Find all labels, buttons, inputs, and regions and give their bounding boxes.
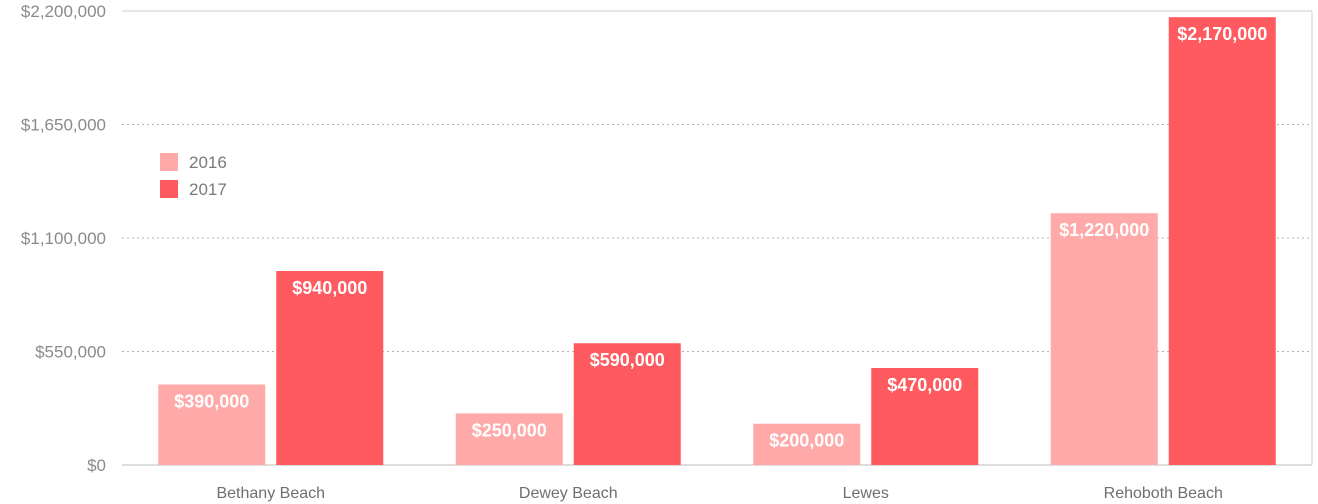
bar-value-label: $590,000: [590, 350, 665, 370]
bar-2017-dewey-beach: [573, 343, 681, 465]
legend-label: 2016: [189, 153, 227, 172]
x-category-label: Rehoboth Beach: [1104, 485, 1223, 502]
y-tick-label: $2,200,000: [21, 2, 106, 21]
bar-2017-rehoboth-beach: [1168, 17, 1276, 465]
legend: 2016 2017: [160, 153, 227, 199]
bar-2017-bethany-beach: [276, 271, 384, 465]
bar-2016-bethany-beach: [158, 384, 266, 465]
legend-label: 2017: [189, 180, 227, 199]
y-tick-label: $550,000: [35, 343, 106, 362]
bar-2016-lewes: [753, 423, 861, 465]
y-tick-label: $1,650,000: [21, 116, 106, 135]
x-category-label: Bethany Beach: [216, 485, 325, 502]
legend-swatch-2017: [160, 180, 178, 198]
bars: [158, 17, 1276, 465]
bar-2016-rehoboth-beach: [1050, 213, 1158, 465]
bar-value-label: $390,000: [174, 392, 249, 412]
bar-value-label: $250,000: [472, 420, 547, 440]
bar-2017-lewes: [871, 368, 979, 465]
bar-2016-dewey-beach: [455, 413, 563, 465]
bar-value-label: $470,000: [887, 375, 962, 395]
legend-swatch-2016: [160, 153, 178, 171]
y-tick-label: $0: [87, 456, 106, 475]
bar-value-labels: $390,000 $940,000 $250,000 $590,000 $200,000…: [174, 24, 1267, 451]
bar-value-label: $2,170,000: [1177, 24, 1267, 44]
bar-value-label: $1,220,000: [1059, 220, 1149, 240]
bar-value-label: $940,000: [292, 278, 367, 298]
y-tick-label: $1,100,000: [21, 229, 106, 248]
x-category-label: Dewey Beach: [519, 485, 618, 502]
x-category-label: Lewes: [843, 485, 889, 502]
bar-value-label: $200,000: [769, 431, 844, 451]
category-axis-labels: Bethany Beach Dewey Beach Lewes Rehoboth Be…: [216, 485, 1222, 502]
